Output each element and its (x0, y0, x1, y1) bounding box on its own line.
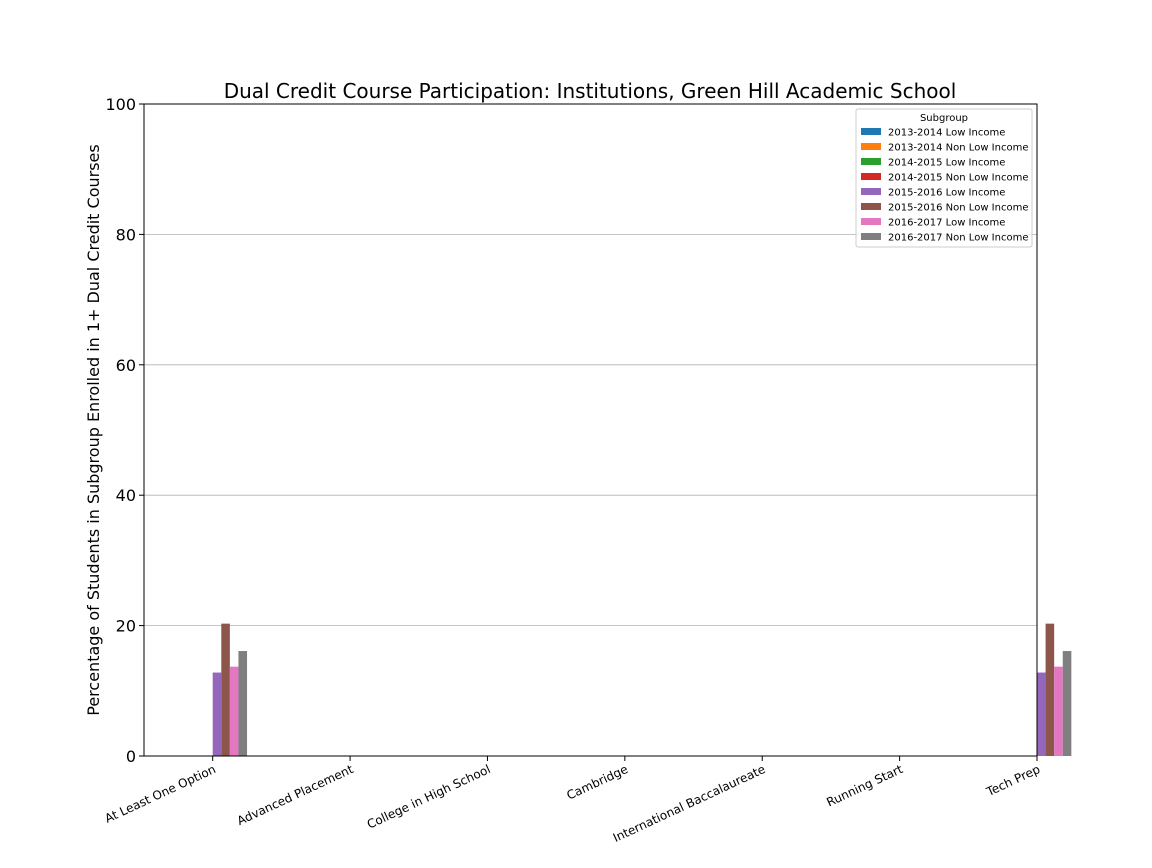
legend-label: 2013-2014 Non Low Income (888, 143, 1028, 154)
bar (1062, 651, 1072, 756)
legend-label: 2015-2016 Low Income (888, 188, 1005, 199)
bar (1045, 623, 1055, 756)
y-tick-label: 0 (126, 747, 136, 766)
y-tick-label: 80 (116, 225, 136, 244)
legend-swatch (861, 128, 881, 135)
y-tick-label: 40 (116, 486, 136, 505)
legend-label: 2014-2015 Low Income (888, 158, 1005, 169)
plot-frame (143, 103, 1038, 757)
legend-label: 2016-2017 Low Income (888, 218, 1005, 229)
y-tick-label: 60 (116, 356, 136, 375)
legend-label: 2016-2017 Non Low Income (888, 233, 1028, 244)
bar (238, 651, 248, 756)
legend-frame (855, 108, 1033, 248)
y-tick-label: 20 (116, 617, 136, 636)
legend-swatch (861, 158, 881, 165)
bar (212, 672, 222, 756)
y-tick-label: 100 (105, 95, 136, 114)
bar (1037, 672, 1046, 756)
y-grid (144, 233, 1037, 626)
bar (229, 666, 239, 756)
legend-label: 2014-2015 Non Low Income (888, 173, 1028, 184)
bars (212, 623, 1072, 756)
bar (221, 623, 230, 756)
legend: Subgroup 2013-2014 Low Income 2013-2014 N… (855, 108, 1033, 248)
legend-title: Subgroup (920, 113, 968, 124)
legend-swatch (861, 173, 881, 180)
legend-swatch (861, 188, 881, 195)
y-ticks: 0 20 40 60 80 100 (105, 95, 144, 766)
legend-label: 2015-2016 Non Low Income (888, 203, 1028, 214)
legend-swatch (861, 203, 881, 210)
bar (1054, 666, 1063, 756)
legend-swatch (861, 218, 881, 225)
chart-title: Dual Credit Course Participation: Instit… (224, 79, 957, 103)
y-axis-label: Percentage of Students in Subgroup Enrol… (84, 144, 103, 715)
legend-swatch (861, 143, 881, 150)
legend-swatch (861, 233, 881, 240)
legend-label: 2013-2014 Low Income (888, 128, 1005, 139)
